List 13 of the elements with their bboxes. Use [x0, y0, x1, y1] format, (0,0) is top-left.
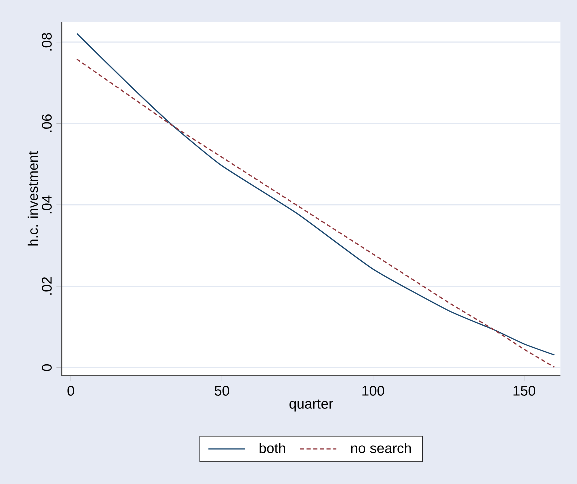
x-axis-title: quarter [290, 400, 334, 412]
x-tick-label: 0 [68, 386, 74, 396]
y-tick-label: .02 [42, 277, 52, 295]
x-tick-label: 50 [214, 386, 230, 396]
legend-label: no search [351, 443, 412, 454]
y-tick-label: 0 [42, 364, 52, 372]
y-axis-title: h.c. investment [28, 151, 38, 246]
y-tick-label: .06 [42, 114, 52, 132]
y-tick-label: .04 [42, 196, 52, 214]
legend-label: both [260, 443, 286, 454]
y-tick-label: .08 [42, 33, 52, 51]
x-tick-label: 150 [514, 386, 536, 396]
x-tick-label: 100 [362, 386, 384, 396]
